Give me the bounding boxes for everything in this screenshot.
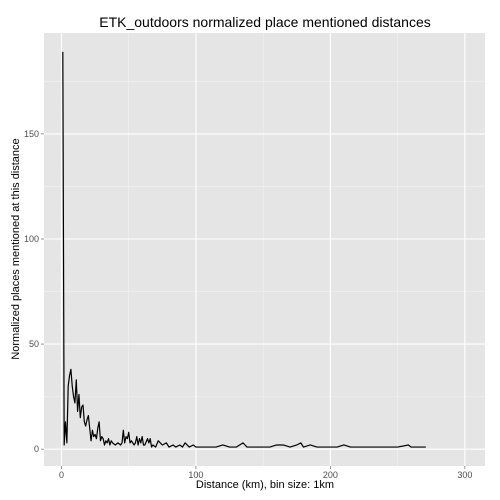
minor-grid <box>44 33 485 466</box>
x-tick-label: 100 <box>188 470 203 480</box>
plot-panel <box>44 33 485 466</box>
x-tick-label: 0 <box>59 470 64 480</box>
y-tick-label: 0 <box>34 444 39 454</box>
x-axis-label: Distance (km), bin size: 1km <box>196 479 334 491</box>
chart-title: ETK_outdoors normalized place mentioned … <box>99 14 431 30</box>
y-tick-label: 150 <box>24 129 39 139</box>
x-tick-label: 300 <box>457 470 472 480</box>
y-tick-label: 50 <box>29 339 39 349</box>
x-axis-ticks: 0 100 200 300 <box>59 466 472 480</box>
y-axis-ticks: 0 50 100 150 <box>24 129 44 454</box>
y-tick-label: 100 <box>24 234 39 244</box>
major-grid <box>44 33 485 466</box>
x-tick-label: 200 <box>323 470 338 480</box>
y-axis-label: Normalized places mentioned at this dist… <box>10 138 22 359</box>
series-line <box>62 51 426 448</box>
